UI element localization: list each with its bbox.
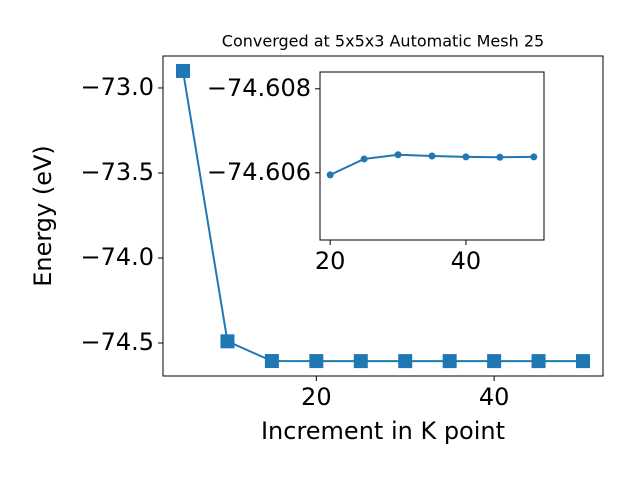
- x-tick-label: 20: [315, 247, 346, 275]
- data-point: [360, 155, 368, 163]
- y-axis-label: Energy (eV): [29, 145, 57, 287]
- y-tick-label: −73.5: [80, 158, 154, 186]
- data-point: [530, 153, 538, 161]
- data-point: [264, 354, 279, 369]
- data-point: [487, 354, 502, 369]
- y-tick-label: −74.608: [207, 74, 311, 102]
- data-point: [462, 153, 470, 161]
- data-point: [176, 63, 190, 78]
- data-point: [326, 171, 334, 179]
- x-tick-label: 40: [479, 383, 510, 411]
- data-point: [220, 334, 235, 349]
- y-tick-label: −74.606: [207, 158, 311, 186]
- data-point: [394, 151, 402, 159]
- chart-title: Converged at 5x5x3 Automatic Mesh 25: [222, 32, 544, 51]
- x-axis-label: Increment in K point: [261, 417, 505, 445]
- x-tick-label: 20: [301, 383, 332, 411]
- y-tick-label: −74.5: [80, 328, 154, 356]
- x-tick-label: 40: [451, 247, 482, 275]
- data-point: [442, 354, 457, 369]
- data-line: [182, 70, 583, 363]
- plot-area: [319, 71, 545, 241]
- y-tick-label: −73.0: [80, 73, 154, 101]
- data-point: [398, 354, 413, 369]
- data-point: [428, 152, 436, 160]
- data-point: [576, 354, 590, 369]
- data-point: [309, 354, 324, 369]
- plot-area: [162, 55, 604, 377]
- y-tick-label: −74.0: [80, 243, 154, 271]
- data-point: [496, 153, 504, 161]
- data-point: [353, 354, 368, 369]
- data-point: [531, 354, 546, 369]
